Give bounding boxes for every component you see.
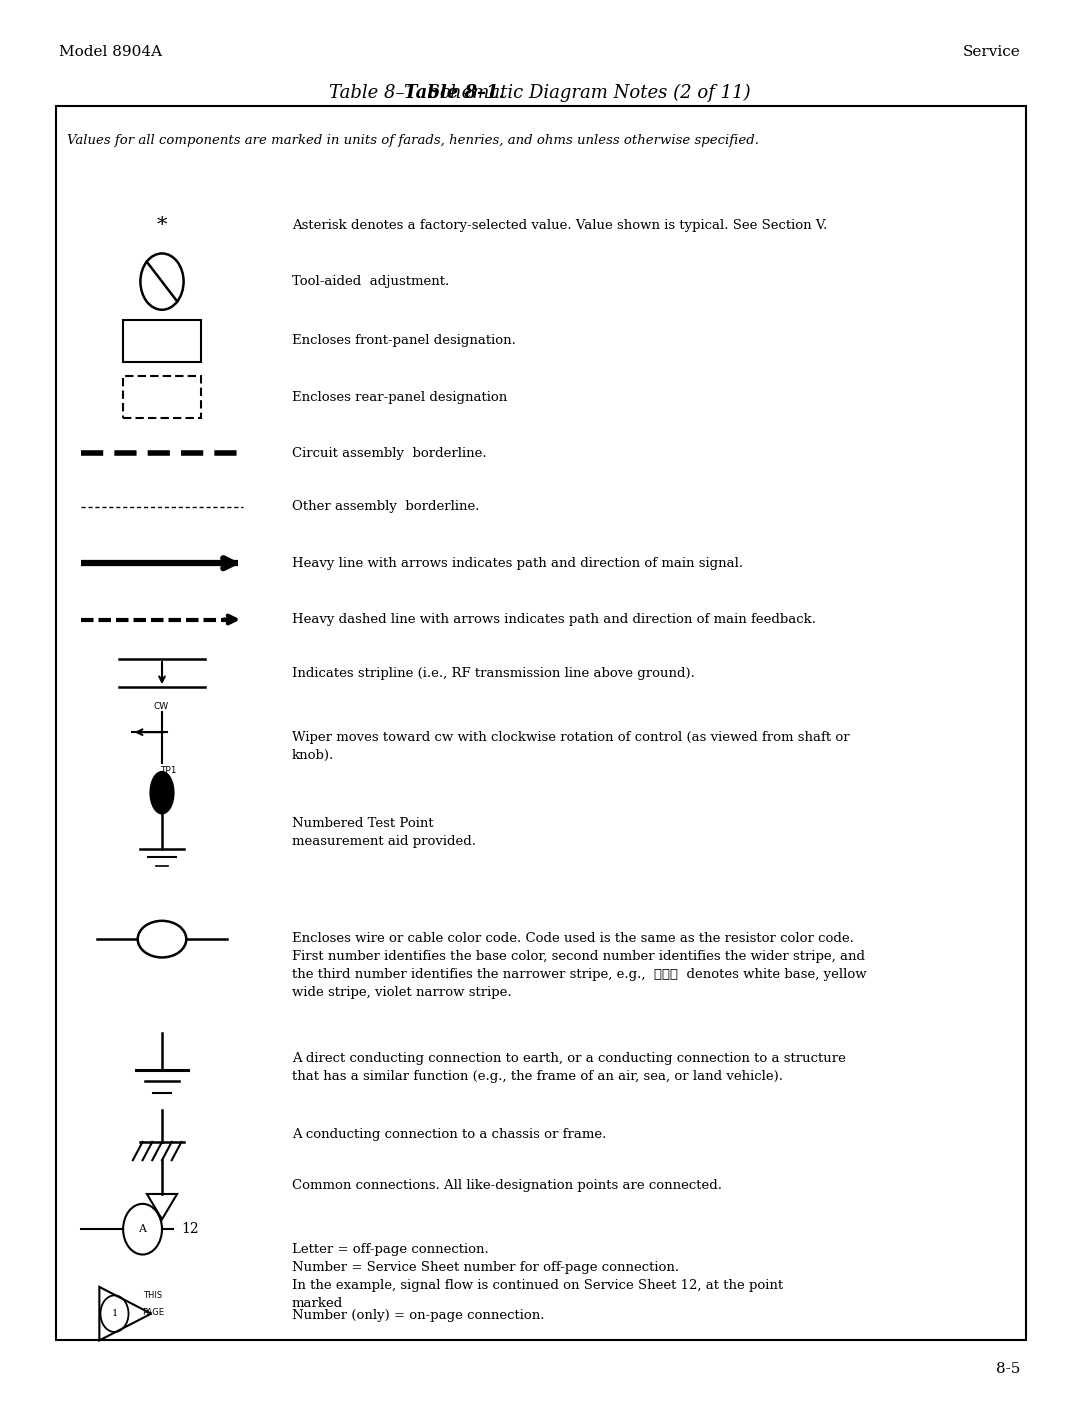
Bar [123, 376, 201, 418]
Text: 8-5: 8-5 [996, 1362, 1021, 1376]
Text: Circuit assembly  borderline.: Circuit assembly borderline. [292, 446, 486, 460]
Text: *: * [157, 215, 167, 235]
Text: 12: 12 [181, 1222, 199, 1236]
Ellipse shape [138, 921, 187, 957]
Ellipse shape [150, 772, 174, 814]
Text: A: A [138, 1224, 147, 1235]
Text: Numbered Test Point
measurement aid provided.: Numbered Test Point measurement aid prov… [292, 817, 475, 848]
Text: PAGE: PAGE [143, 1308, 164, 1316]
Text: A direct conducting connection to earth, or a conducting connection to a structu: A direct conducting connection to earth,… [292, 1052, 846, 1083]
Text: Table 8–1.: Table 8–1. [404, 84, 504, 101]
Text: Table 8–1. Schematic Diagram Notes (2 of 11): Table 8–1. Schematic Diagram Notes (2 of… [329, 84, 751, 101]
Text: TP1: TP1 [160, 766, 176, 774]
Text: Values for all components are marked in units of farads, henries, and ohms unles: Values for all components are marked in … [67, 134, 759, 148]
Text: A conducting connection to a chassis or frame.: A conducting connection to a chassis or … [292, 1128, 606, 1142]
Text: Letter = off-page connection.
Number = Service Sheet number for off-page connect: Letter = off-page connection. Number = S… [292, 1243, 783, 1311]
Bar [56, 106, 1026, 1340]
Text: Encloses rear-panel designation: Encloses rear-panel designation [292, 390, 507, 404]
Text: Wiper moves toward cw with clockwise rotation of control (as viewed from shaft o: Wiper moves toward cw with clockwise rot… [292, 731, 849, 762]
Text: Table 8–1. Schematic Diagram Notes (2 of 11): Table 8–1. Schematic Diagram Notes (2 of… [329, 84, 751, 101]
Text: THIS: THIS [143, 1291, 162, 1300]
Text: Encloses wire or cable color code. Code used is the same as the resistor color c: Encloses wire or cable color code. Code … [292, 932, 866, 1000]
Text: Number (only) = on-page connection.: Number (only) = on-page connection. [292, 1308, 544, 1322]
Text: Encloses front-panel designation.: Encloses front-panel designation. [292, 334, 515, 348]
Text: Indicates stripline (i.e., RF transmission line above ground).: Indicates stripline (i.e., RF transmissi… [292, 666, 694, 680]
Text: Service: Service [963, 45, 1021, 59]
Text: Heavy dashed line with arrows indicates path and direction of main feedback.: Heavy dashed line with arrows indicates … [292, 612, 815, 627]
Text: Heavy line with arrows indicates path and direction of main signal.: Heavy line with arrows indicates path an… [292, 556, 743, 570]
Text: Tool-aided  adjustment.: Tool-aided adjustment. [292, 275, 449, 289]
Text: Other assembly  borderline.: Other assembly borderline. [292, 500, 480, 514]
Text: CW: CW [153, 703, 168, 711]
Bar [123, 320, 201, 362]
Text: Model 8904A: Model 8904A [59, 45, 162, 59]
Text: 1: 1 [111, 1309, 118, 1318]
Text: Common connections. All like-designation points are connected.: Common connections. All like-designation… [292, 1178, 721, 1193]
Text: Asterisk denotes a factory-selected value. Value shown is typical. See Section V: Asterisk denotes a factory-selected valu… [292, 218, 827, 232]
